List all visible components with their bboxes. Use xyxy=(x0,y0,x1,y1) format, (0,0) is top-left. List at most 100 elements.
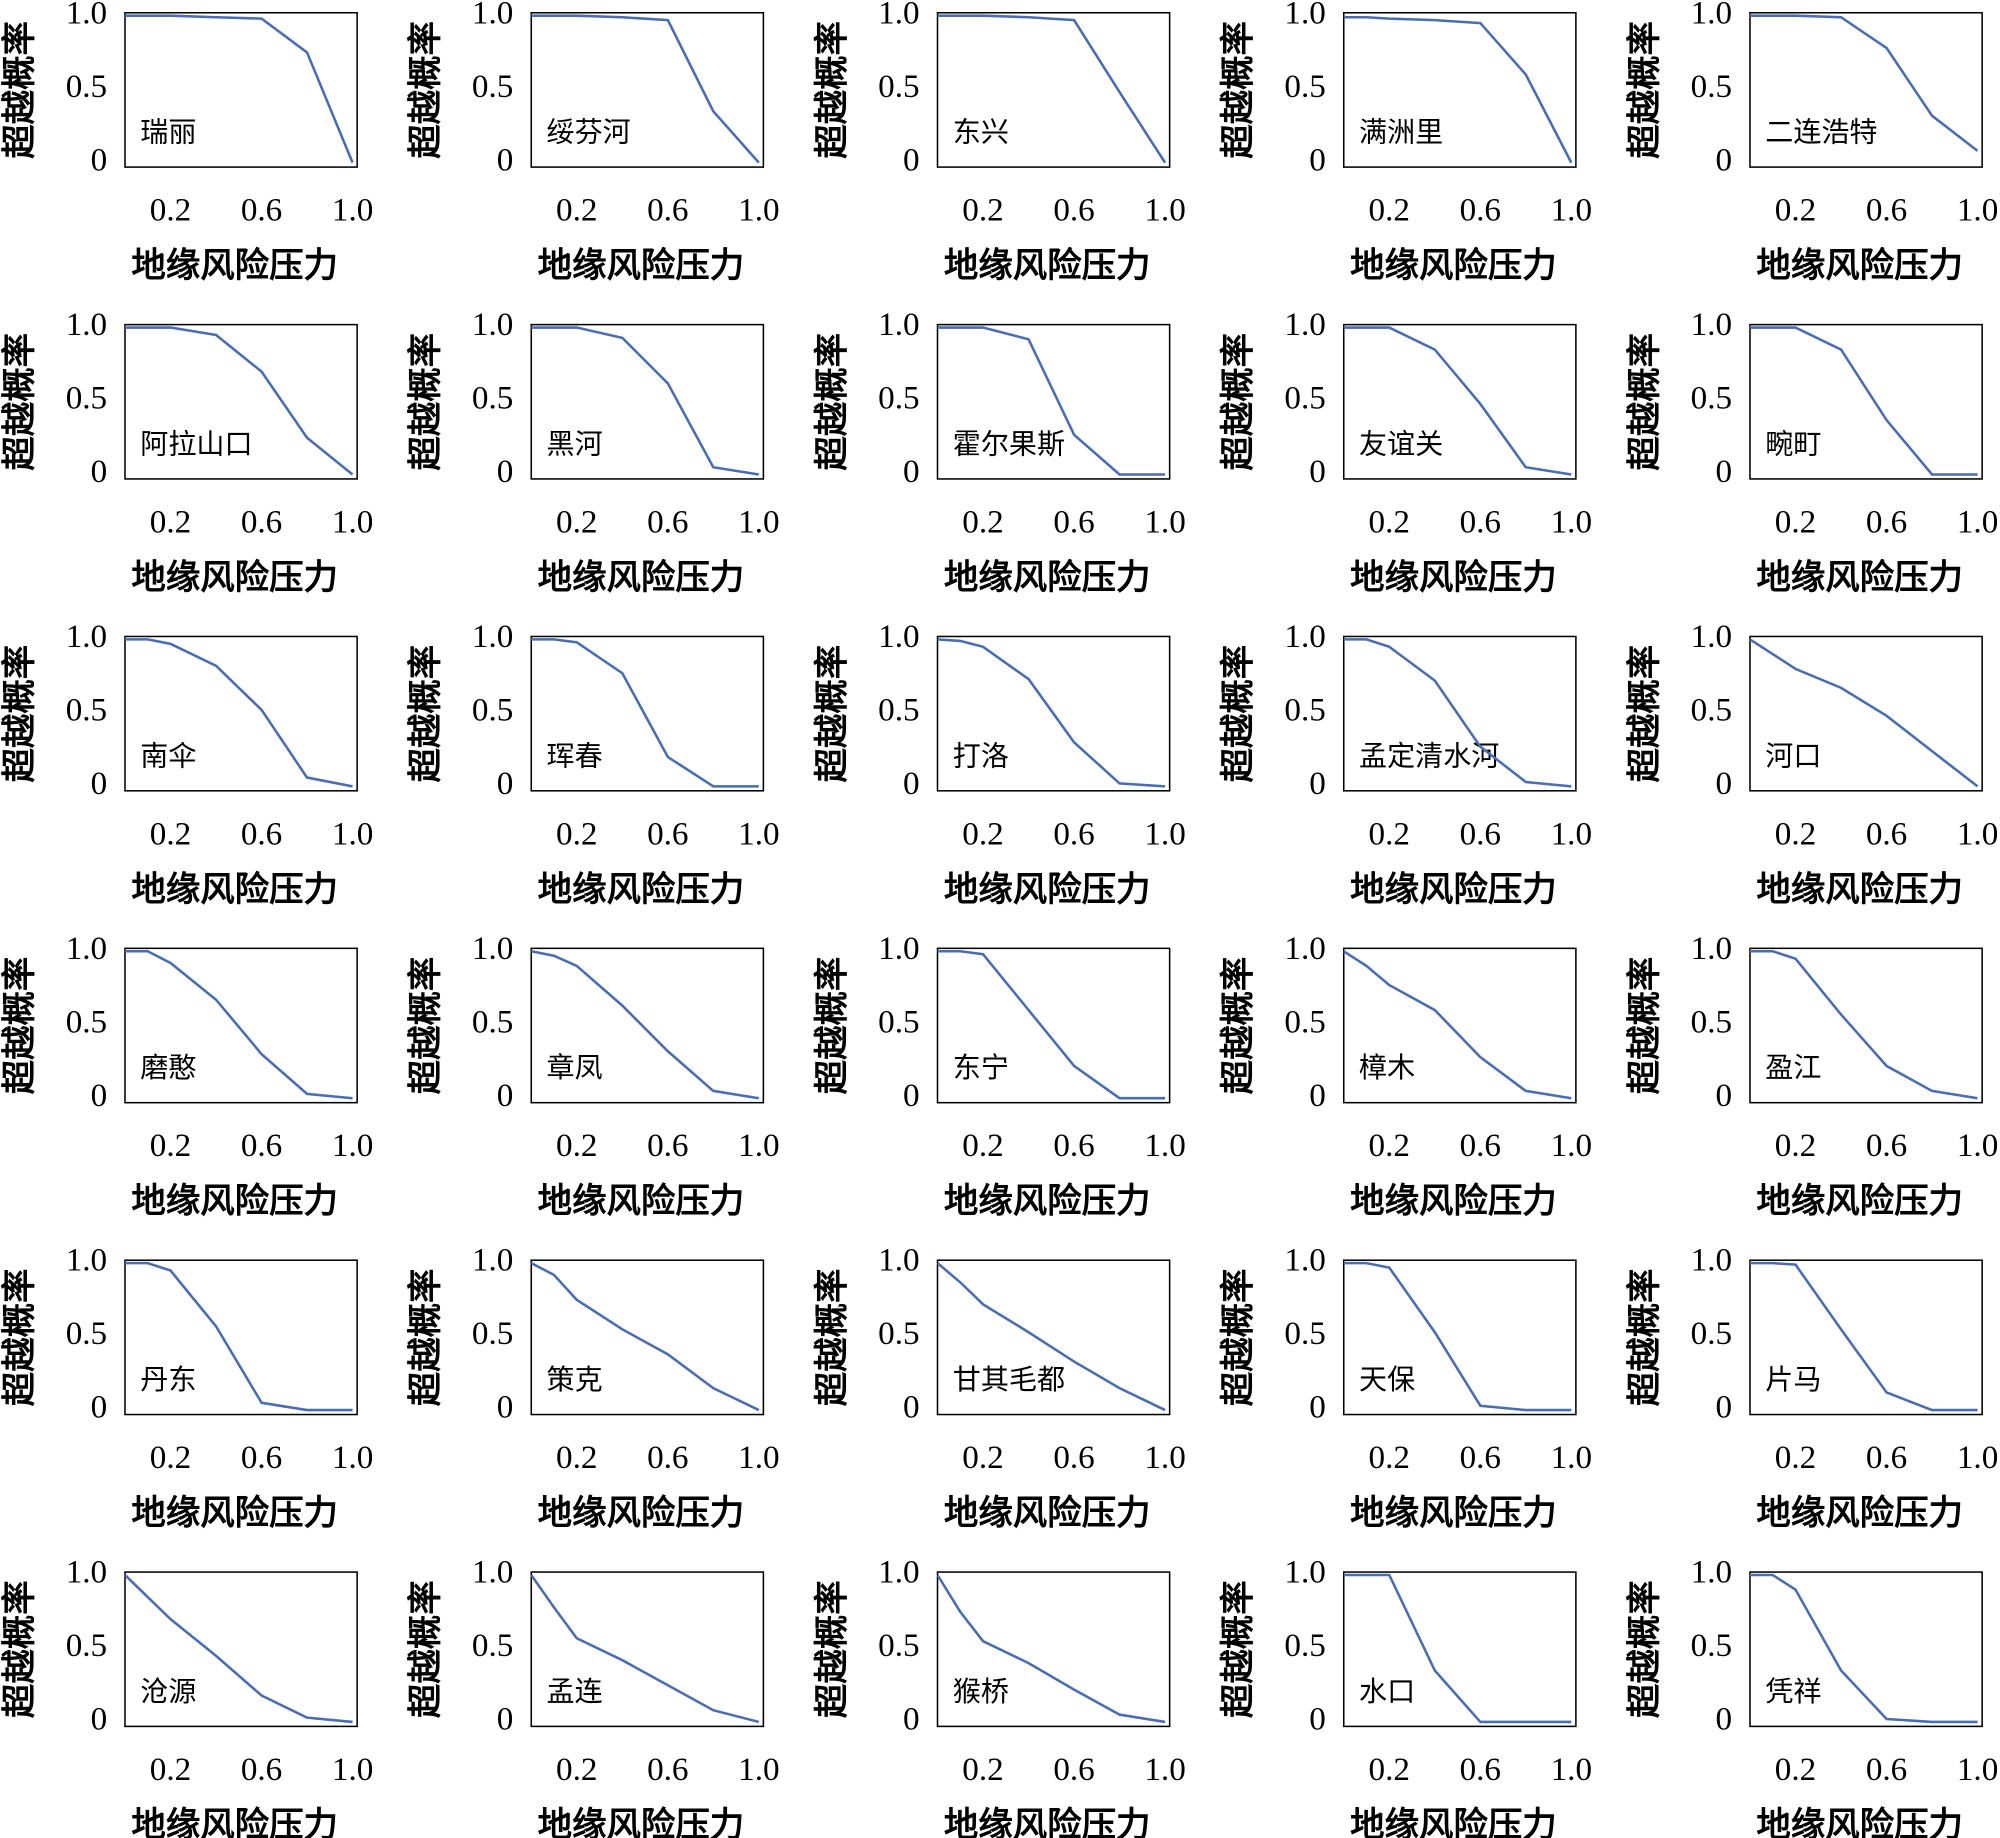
data-line xyxy=(125,949,353,1100)
y-tick-label: 0 xyxy=(903,141,920,178)
x-tick-label: 1.0 xyxy=(1551,503,1592,540)
x-axis-label: 地缘风险压力 xyxy=(131,1493,338,1532)
x-tick-label: 0.6 xyxy=(1460,503,1501,540)
x-tick-label: 1.0 xyxy=(332,192,373,229)
y-tick-label: 0 xyxy=(497,141,514,178)
station-label: 磨憨 xyxy=(140,1052,196,1084)
data-line xyxy=(1343,1573,1572,1724)
y-tick-label: 1.0 xyxy=(1284,306,1325,343)
y-tick-label: 0.5 xyxy=(1691,380,1732,417)
plot-frame xyxy=(1342,11,1577,168)
data-line xyxy=(125,14,354,164)
y-axis-label: 超越概率 xyxy=(1220,21,1258,159)
plot-frame xyxy=(1749,323,1983,480)
x-tick-label: 0.6 xyxy=(241,1439,282,1476)
x-tick-label: 0.2 xyxy=(556,1751,597,1788)
y-tick-label: 1.0 xyxy=(878,0,919,31)
plot-frame xyxy=(1342,1571,1577,1728)
y-axis-label: 超越概率 xyxy=(1626,645,1664,783)
y-tick-label: 0.5 xyxy=(878,692,919,729)
data-line xyxy=(1749,1261,1978,1412)
x-tick-label: 0.2 xyxy=(1775,815,1816,852)
x-tick-label: 0.6 xyxy=(241,503,282,540)
x-tick-label: 1.0 xyxy=(1144,192,1185,229)
y-tick-label: 0.5 xyxy=(472,1627,513,1664)
y-tick-label: 1.0 xyxy=(472,306,513,343)
x-tick-label: 1.0 xyxy=(1957,1439,1998,1476)
station-label: 友谊关 xyxy=(1359,429,1443,461)
plot-frame xyxy=(936,947,1171,1104)
x-tick-label: 0.6 xyxy=(1460,192,1501,229)
station-label: 猴桥 xyxy=(953,1676,1009,1708)
y-tick-label: 0.5 xyxy=(1284,692,1325,729)
station-label: 天保 xyxy=(1359,1364,1415,1396)
x-tick-label: 0.6 xyxy=(1460,1751,1501,1788)
x-axis-label: 地缘风险压力 xyxy=(538,1493,745,1532)
x-tick-label: 0.2 xyxy=(150,503,191,540)
plot-frame xyxy=(936,323,1171,480)
data-line xyxy=(937,14,1167,164)
y-tick-label: 0 xyxy=(497,1701,514,1738)
y-tick-label: 1.0 xyxy=(472,1242,513,1279)
y-tick-label: 0.5 xyxy=(878,1315,919,1352)
plot-frame xyxy=(124,1259,358,1416)
y-axis-label: 超越概率 xyxy=(813,21,851,159)
y-tick-label: 0 xyxy=(1309,765,1326,802)
data-line xyxy=(531,326,760,476)
x-tick-label: 0.6 xyxy=(647,1439,688,1476)
y-tick-label: 1.0 xyxy=(66,1554,107,1591)
y-tick-label: 0 xyxy=(1309,141,1326,178)
y-tick-label: 1.0 xyxy=(1691,1554,1732,1591)
station-label: 片马 xyxy=(1765,1364,1821,1396)
station-label: 孟定清水河 xyxy=(1359,740,1499,772)
x-tick-label: 1.0 xyxy=(738,1439,779,1476)
y-tick-label: 0.5 xyxy=(472,1315,513,1352)
x-tick-label: 0.2 xyxy=(556,503,597,540)
y-tick-label: 0 xyxy=(1716,141,1733,178)
x-tick-label: 0.2 xyxy=(962,192,1003,229)
plot-frame xyxy=(1749,635,1983,792)
x-tick-label: 0.2 xyxy=(150,1439,191,1476)
plot-frame xyxy=(1342,323,1577,480)
x-axis-label: 地缘风险压力 xyxy=(944,558,1151,597)
station-label: 樟木 xyxy=(1359,1052,1415,1084)
plot-frame xyxy=(936,635,1171,792)
plot-frame xyxy=(936,1259,1171,1416)
y-axis-label: 超越概率 xyxy=(407,333,445,471)
y-tick-label: 0.5 xyxy=(1691,1003,1732,1040)
y-tick-label: 0 xyxy=(91,1701,108,1738)
y-axis-label: 超越概率 xyxy=(407,1580,445,1718)
station-label: 孟连 xyxy=(547,1676,603,1708)
station-label: 东兴 xyxy=(953,117,1009,149)
data-line xyxy=(1343,1261,1572,1412)
plot-frame xyxy=(124,1571,358,1728)
x-tick-label: 0.6 xyxy=(1053,503,1094,540)
y-axis-label: 超越概率 xyxy=(1626,333,1664,471)
x-tick-label: 0.2 xyxy=(962,503,1003,540)
y-tick-label: 0 xyxy=(497,1389,514,1426)
x-tick-label: 1.0 xyxy=(1551,1439,1592,1476)
y-tick-label: 0 xyxy=(903,1077,920,1114)
y-tick-label: 0.5 xyxy=(1691,692,1732,729)
y-tick-label: 0.5 xyxy=(878,380,919,417)
x-tick-label: 0.6 xyxy=(1866,1751,1907,1788)
y-axis-label: 超越概率 xyxy=(1,333,39,471)
y-axis-label: 超越概率 xyxy=(1,1580,39,1718)
data-line xyxy=(531,950,760,1100)
x-tick-label: 0.2 xyxy=(150,192,191,229)
y-tick-label: 0.5 xyxy=(878,1003,919,1040)
y-axis-label: 超越概率 xyxy=(1626,21,1664,159)
y-tick-label: 0 xyxy=(91,1077,108,1114)
y-axis-label: 超越概率 xyxy=(813,1580,851,1718)
y-axis-label: 超越概率 xyxy=(1,21,39,159)
x-axis-label: 地缘风险压力 xyxy=(944,246,1151,285)
y-tick-label: 1.0 xyxy=(878,930,919,967)
x-axis-label: 地缘风险压力 xyxy=(1350,246,1557,285)
data-line xyxy=(937,949,1166,1100)
plot-frame xyxy=(530,323,765,480)
station-label: 水口 xyxy=(1359,1676,1415,1708)
y-tick-label: 0 xyxy=(91,765,108,802)
x-tick-label: 1.0 xyxy=(332,815,373,852)
x-tick-label: 0.2 xyxy=(1369,503,1410,540)
y-tick-label: 0 xyxy=(903,1389,920,1426)
